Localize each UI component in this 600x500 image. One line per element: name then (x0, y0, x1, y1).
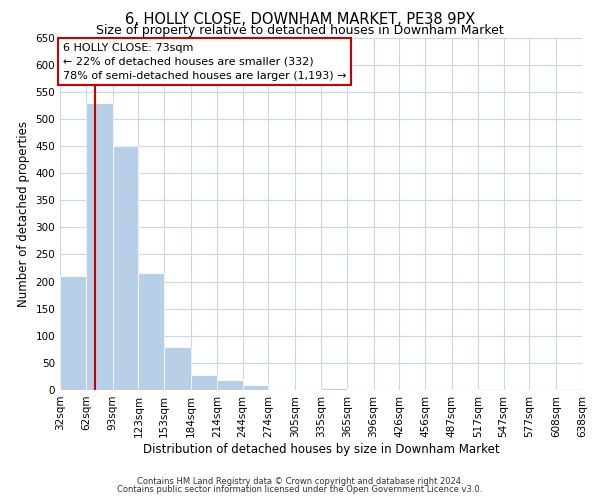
X-axis label: Distribution of detached houses by size in Downham Market: Distribution of detached houses by size … (143, 442, 499, 456)
Bar (139, 274, 164, 390)
Bar (321, 388, 347, 390)
Text: Size of property relative to detached houses in Downham Market: Size of property relative to detached ho… (96, 24, 504, 37)
Bar (60, 276, 86, 390)
Text: 6 HOLLY CLOSE: 73sqm
← 22% of detached houses are smaller (332)
78% of semi-deta: 6 HOLLY CLOSE: 73sqm ← 22% of detached h… (62, 43, 346, 81)
Bar (164, 346, 191, 390)
Bar (191, 375, 217, 390)
Y-axis label: Number of detached properties: Number of detached properties (17, 120, 30, 306)
Text: Contains public sector information licensed under the Open Government Licence v3: Contains public sector information licen… (118, 485, 482, 494)
Text: 6, HOLLY CLOSE, DOWNHAM MARKET, PE38 9PX: 6, HOLLY CLOSE, DOWNHAM MARKET, PE38 9PX (125, 12, 475, 28)
Bar (113, 146, 139, 390)
Text: Contains HM Land Registry data © Crown copyright and database right 2024.: Contains HM Land Registry data © Crown c… (137, 477, 463, 486)
Bar (86, 102, 113, 390)
Bar (217, 380, 242, 390)
Bar (242, 384, 268, 390)
